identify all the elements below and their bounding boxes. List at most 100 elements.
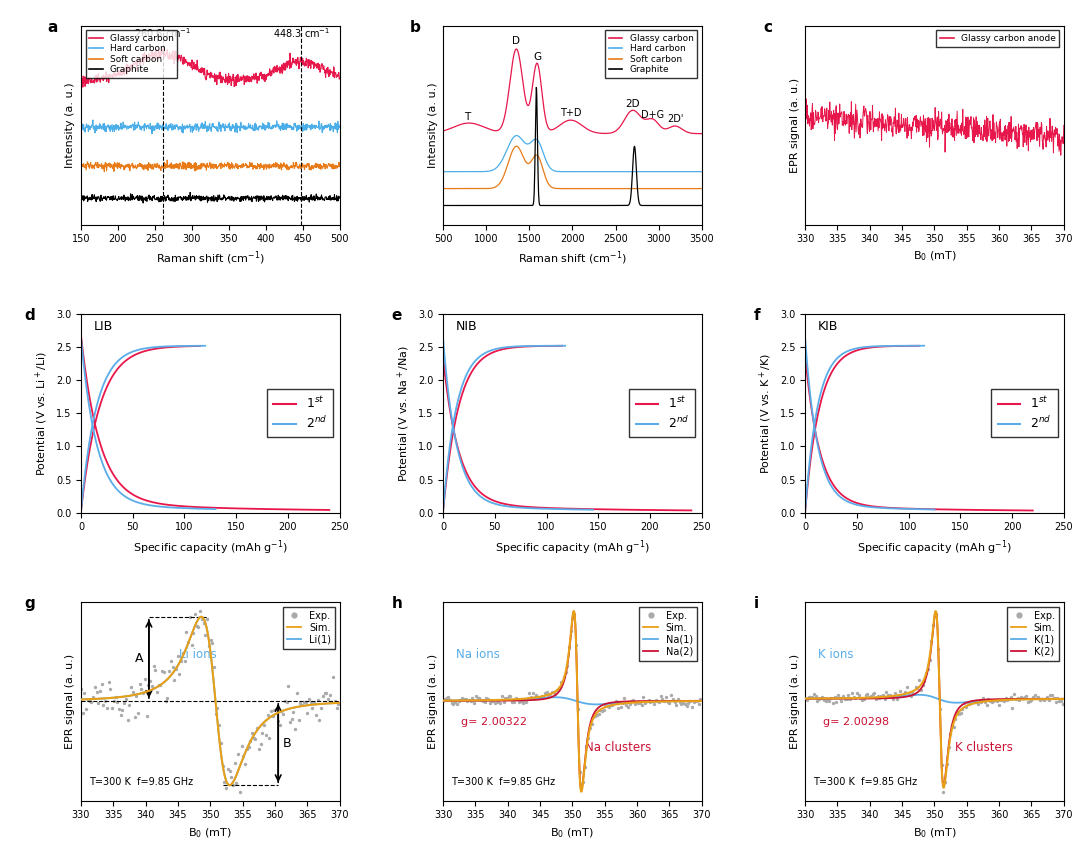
- Li(1): [224, 780, 237, 790]
- Na(1): [590, 699, 603, 709]
- Exp.: [576, 759, 593, 773]
- Exp.: [653, 692, 671, 706]
- Line: Li(1): Li(1): [81, 616, 339, 785]
- Exp.: [498, 691, 515, 705]
- Exp.: [583, 716, 600, 730]
- Y-axis label: EPR signal (a. u.): EPR signal (a. u.): [66, 653, 76, 749]
- Exp.: [234, 749, 252, 763]
- Exp.: [870, 691, 888, 704]
- Exp.: [914, 678, 931, 692]
- Exp.: [867, 692, 885, 706]
- Exp.: [850, 688, 867, 702]
- Sim.: [632, 697, 645, 708]
- Y-axis label: Potential (V vs. Li$^+$/Li): Potential (V vs. Li$^+$/Li): [33, 350, 51, 476]
- Exp.: [818, 694, 835, 708]
- Exp.: [191, 604, 208, 618]
- Exp.: [240, 740, 257, 754]
- Exp.: [810, 692, 827, 706]
- Exp.: [849, 686, 866, 700]
- Exp.: [315, 686, 333, 700]
- Line: Na(1): Na(1): [443, 697, 702, 704]
- Exp.: [167, 662, 185, 676]
- Exp.: [982, 694, 999, 708]
- Sim.: [554, 682, 567, 692]
- Sim.: [929, 606, 942, 616]
- Exp.: [537, 686, 554, 700]
- Exp.: [199, 612, 216, 626]
- Exp.: [856, 688, 874, 702]
- Exp.: [98, 702, 116, 715]
- Exp.: [667, 698, 685, 712]
- Exp.: [931, 702, 948, 715]
- Line: Sim.: Sim.: [81, 616, 339, 785]
- Text: g= 2.00298: g= 2.00298: [823, 717, 890, 728]
- Exp.: [692, 692, 710, 706]
- Exp.: [233, 739, 251, 753]
- Sim.: [845, 693, 858, 703]
- Exp.: [885, 692, 902, 706]
- Exp.: [1026, 688, 1043, 702]
- Exp.: [1037, 692, 1054, 706]
- Exp.: [893, 689, 910, 703]
- Exp.: [964, 695, 982, 709]
- Exp.: [666, 695, 684, 709]
- Exp.: [481, 696, 498, 709]
- Exp.: [323, 695, 340, 709]
- K(2): [951, 703, 964, 714]
- Exp.: [829, 689, 847, 703]
- Y-axis label: EPR signal (a. u.): EPR signal (a. u.): [428, 653, 437, 749]
- Na(2): [610, 697, 623, 707]
- Exp.: [664, 692, 681, 706]
- Legend: Exp., Sim., K(1), K(2): Exp., Sim., K(1), K(2): [1008, 607, 1058, 660]
- Exp.: [546, 687, 564, 701]
- Exp.: [535, 691, 552, 704]
- Exp.: [1000, 692, 1017, 706]
- Exp.: [76, 686, 93, 700]
- Na(2): [554, 684, 567, 695]
- Exp.: [823, 691, 840, 705]
- Exp.: [905, 687, 922, 701]
- Li(1): [195, 611, 208, 622]
- Exp.: [288, 686, 306, 700]
- Exp.: [561, 641, 578, 654]
- Exp.: [72, 682, 90, 696]
- Text: T=300 K  f=9.85 GHz: T=300 K f=9.85 GHz: [813, 777, 917, 787]
- Exp.: [1029, 690, 1047, 703]
- Exp.: [116, 697, 133, 710]
- Exp.: [609, 701, 626, 715]
- Sim.: [503, 694, 516, 704]
- Exp.: [819, 693, 836, 707]
- Y-axis label: Intensity (a. u.): Intensity (a. u.): [66, 83, 76, 168]
- Exp.: [928, 607, 945, 621]
- Exp.: [148, 685, 165, 699]
- K(1): [949, 697, 962, 708]
- Exp.: [554, 675, 571, 689]
- Exp.: [890, 689, 907, 703]
- Exp.: [995, 695, 1012, 709]
- Exp.: [185, 627, 202, 641]
- Exp.: [222, 771, 240, 784]
- Exp.: [962, 697, 980, 710]
- Exp.: [457, 692, 474, 706]
- Exp.: [302, 696, 320, 709]
- Exp.: [462, 694, 480, 708]
- Sim.: [333, 697, 346, 708]
- Text: 2D: 2D: [625, 99, 640, 109]
- Text: Li ions: Li ions: [179, 647, 217, 660]
- Exp.: [615, 696, 632, 709]
- Exp.: [257, 728, 274, 742]
- K(2): [865, 693, 878, 703]
- Exp.: [298, 706, 315, 720]
- Exp.: [329, 697, 347, 710]
- Exp.: [121, 697, 138, 711]
- Exp.: [164, 660, 181, 673]
- Exp.: [141, 674, 159, 688]
- Exp.: [804, 690, 821, 703]
- Exp.: [985, 694, 1002, 708]
- Exp.: [110, 702, 127, 715]
- Na(2): [575, 785, 588, 796]
- Exp.: [119, 714, 136, 728]
- Exp.: [1031, 693, 1049, 707]
- Exp.: [280, 678, 297, 692]
- Exp.: [800, 691, 818, 704]
